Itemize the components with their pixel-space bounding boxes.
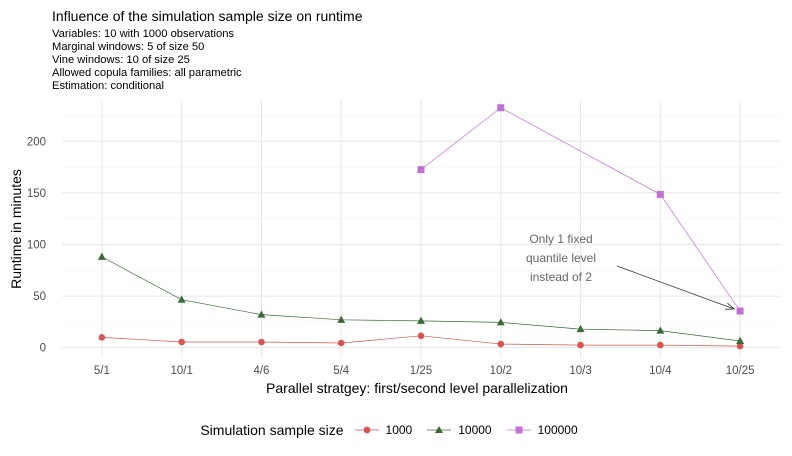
legend-key-triangle bbox=[427, 426, 452, 433]
subtitle-line: Estimation: conditional bbox=[52, 80, 164, 92]
point-1000 bbox=[657, 341, 664, 349]
annotation-text: Only 1 fixed bbox=[529, 232, 592, 246]
y-tick-label: 200 bbox=[27, 136, 46, 148]
y-tick-label: 150 bbox=[27, 188, 46, 200]
y-axis-title: Runtime in minutes bbox=[8, 169, 24, 289]
point-100000 bbox=[736, 307, 744, 315]
legend-title: Simulation sample size bbox=[200, 422, 344, 438]
subtitle-line: Marginal windows: 5 of size 50 bbox=[52, 41, 205, 53]
y-axis-ticks: 0 50 100 150 200 bbox=[27, 136, 46, 354]
point-10000 bbox=[257, 310, 266, 318]
point-1000 bbox=[497, 340, 505, 348]
x-tick-label: 10/4 bbox=[649, 365, 672, 377]
y-tick-label: 0 bbox=[40, 343, 46, 355]
annotation-arrowhead bbox=[725, 302, 736, 310]
legend-item-100000: 100000 bbox=[506, 422, 578, 438]
chart-subtitle: Variables: 10 with 1000 observations Mar… bbox=[52, 28, 242, 93]
x-tick-label: 1/25 bbox=[410, 365, 432, 377]
x-tick-label: 10/1 bbox=[170, 365, 192, 377]
series-points bbox=[97, 104, 745, 350]
legend-label: 1000 bbox=[385, 423, 413, 437]
point-10000 bbox=[656, 326, 665, 334]
point-100000 bbox=[497, 104, 505, 112]
x-tick-label: 10/3 bbox=[569, 365, 591, 377]
point-1000 bbox=[337, 339, 345, 347]
annotation-text: instead of 2 bbox=[530, 270, 592, 284]
point-10000 bbox=[417, 316, 425, 324]
point-10000 bbox=[337, 315, 346, 323]
legend-key-circle bbox=[354, 426, 379, 434]
chart-title: Influence of the simulation sample size … bbox=[52, 8, 363, 24]
x-tick-label: 10/25 bbox=[726, 365, 755, 377]
annotation: Only 1 fixed quantile level instead of 2 bbox=[526, 232, 736, 310]
y-tick-label: 50 bbox=[33, 291, 46, 303]
subtitle-line: Variables: 10 with 1000 observations bbox=[52, 28, 235, 40]
legend-label: 10000 bbox=[458, 423, 492, 437]
legend: Simulation sample size 1000 10000 100000 bbox=[0, 422, 792, 438]
x-tick-label: 10/2 bbox=[490, 365, 512, 377]
point-100000 bbox=[417, 166, 425, 174]
point-1000 bbox=[178, 338, 185, 346]
x-axis-title: Parallel stratgey: first/second level pa… bbox=[266, 380, 568, 396]
legend-item-1000: 1000 bbox=[354, 422, 413, 438]
point-1000 bbox=[577, 341, 584, 349]
x-axis-ticks: 5/1 10/1 4/6 5/4 1/25 10/2 10/3 10/4 10/25 bbox=[94, 365, 755, 377]
legend-label: 100000 bbox=[537, 423, 578, 437]
annotation-text: quantile level bbox=[526, 251, 596, 265]
point-10000 bbox=[177, 295, 186, 303]
point-10000 bbox=[496, 318, 505, 326]
subtitle-line: Vine windows: 10 of size 25 bbox=[52, 54, 190, 66]
x-tick-label: 4/6 bbox=[253, 365, 269, 377]
point-1000 bbox=[258, 338, 265, 346]
x-tick-label: 5/1 bbox=[94, 365, 110, 377]
point-1000 bbox=[417, 332, 425, 340]
point-1000 bbox=[736, 342, 744, 350]
point-100000 bbox=[656, 190, 664, 198]
point-1000 bbox=[98, 334, 106, 341]
y-tick-label: 100 bbox=[27, 239, 46, 251]
point-10000 bbox=[736, 336, 745, 344]
legend-item-10000: 10000 bbox=[426, 422, 492, 438]
subtitle-line: Allowed copula families: all parametric bbox=[52, 67, 242, 79]
annotation-arrow bbox=[616, 265, 735, 310]
series-line-100000 bbox=[420, 107, 741, 312]
point-10000 bbox=[576, 324, 585, 333]
legend-key-square bbox=[506, 426, 531, 434]
x-tick-label: 5/4 bbox=[333, 365, 350, 377]
point-10000 bbox=[97, 252, 106, 260]
